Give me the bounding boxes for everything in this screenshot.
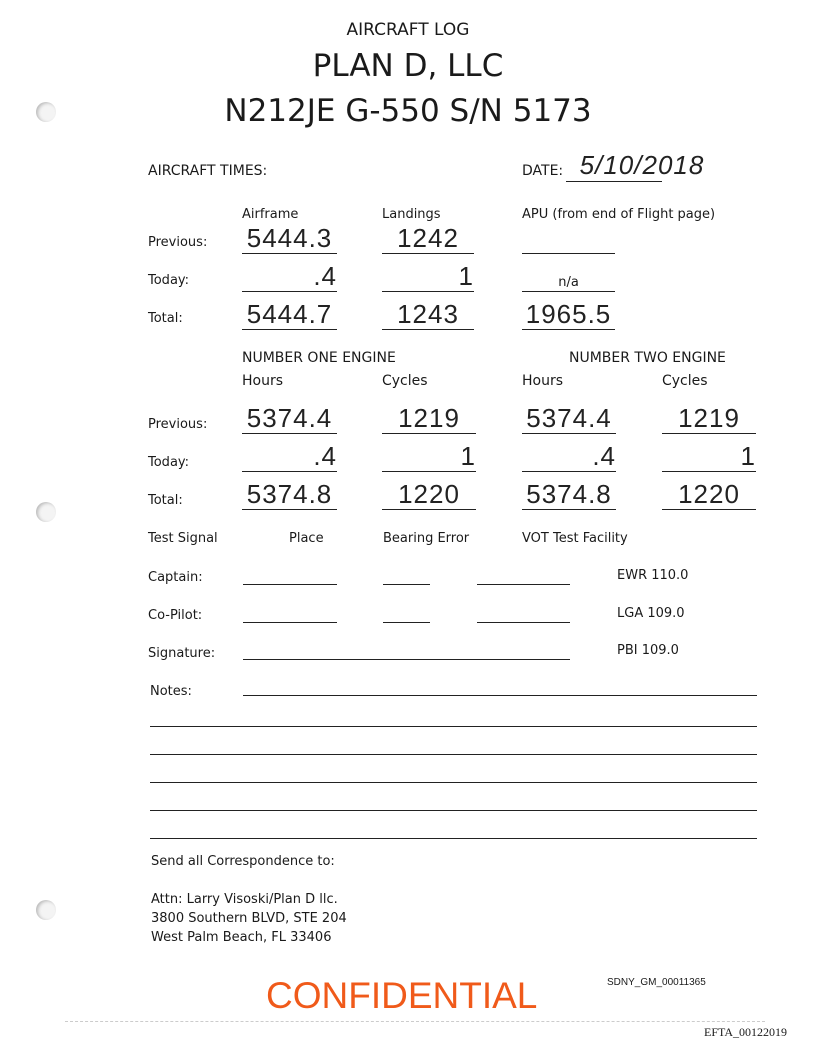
aircraft-times-label: AIRCRAFT TIMES: bbox=[148, 163, 268, 179]
engine-row-label: Previous: bbox=[148, 417, 208, 432]
airframe-value[interactable]: .4 bbox=[313, 261, 337, 291]
e2-cycles-value[interactable]: 1 bbox=[740, 441, 756, 471]
punch-hole bbox=[36, 102, 56, 122]
landings-value[interactable]: 1242 bbox=[397, 223, 459, 253]
facility-ewr: EWR 110.0 bbox=[617, 568, 689, 583]
address-line: West Palm Beach, FL 33406 bbox=[151, 930, 332, 945]
airframe-value[interactable]: 5444.7 bbox=[246, 299, 333, 329]
apu-value[interactable]: 1965.5 bbox=[525, 299, 612, 329]
aircraft-id: N212JE G-550 S/N 5173 bbox=[224, 93, 592, 129]
landings-field-line bbox=[382, 329, 474, 330]
e2_cycles-field-line bbox=[662, 433, 756, 434]
engine-one-heading: NUMBER ONE ENGINE bbox=[242, 350, 396, 366]
notes-line[interactable] bbox=[243, 695, 757, 696]
col-landings: Landings bbox=[382, 207, 441, 222]
e1-hours-value[interactable]: .4 bbox=[313, 441, 337, 471]
airframe-field-line bbox=[242, 329, 337, 330]
e2_hours-field-line bbox=[522, 509, 616, 510]
place-header: Place bbox=[289, 531, 324, 546]
doc-title: AIRCRAFT LOG bbox=[346, 20, 470, 40]
e2-cycles-label: Cycles bbox=[662, 373, 708, 389]
notes-line[interactable] bbox=[150, 838, 757, 839]
e2_cycles-field-line bbox=[662, 471, 756, 472]
e1_hours-field-line bbox=[242, 509, 337, 510]
apu-field-line bbox=[522, 329, 615, 330]
bates-efta: EFTA_00122019 bbox=[704, 1025, 788, 1039]
captain-place-field[interactable] bbox=[243, 584, 337, 585]
e1-hours-value[interactable]: 5374.8 bbox=[246, 479, 333, 509]
row-label: Total: bbox=[148, 311, 183, 326]
e1-hours-value[interactable]: 5374.4 bbox=[246, 403, 333, 433]
notes-line[interactable] bbox=[150, 810, 757, 811]
engine-row-label: Today: bbox=[148, 455, 190, 470]
notes-line[interactable] bbox=[150, 782, 757, 783]
date-value: 5/10/2018 bbox=[579, 150, 705, 180]
row-label: Today: bbox=[148, 273, 190, 288]
punch-hole bbox=[36, 900, 56, 920]
e1_hours-field-line bbox=[242, 471, 337, 472]
copilot-bearing-field[interactable] bbox=[383, 622, 430, 623]
apu-field-line bbox=[522, 253, 615, 254]
landings-value[interactable]: 1243 bbox=[397, 299, 459, 329]
signature-label: Signature: bbox=[148, 646, 216, 661]
e2-cycles-value[interactable]: 1220 bbox=[678, 479, 740, 509]
col-apu: APU (from end of Flight page) bbox=[522, 207, 716, 222]
company-name: PLAN D, LLC bbox=[312, 48, 504, 84]
e1_cycles-field-line bbox=[382, 509, 476, 510]
e2-cycles-value[interactable]: 1219 bbox=[678, 403, 740, 433]
e1_cycles-field-line bbox=[382, 471, 476, 472]
test-signal-header: Test Signal bbox=[148, 531, 218, 546]
e1-cycles-value[interactable]: 1 bbox=[460, 441, 476, 471]
e2-hours-label: Hours bbox=[522, 373, 564, 389]
correspondence-heading: Send all Correspondence to: bbox=[151, 854, 335, 869]
copilot-vot-field[interactable] bbox=[477, 622, 570, 623]
facility-lga: LGA 109.0 bbox=[617, 606, 685, 621]
col-airframe: Airframe bbox=[242, 207, 299, 222]
confidential-stamp: CONFIDENTIAL bbox=[266, 975, 538, 1016]
engine-two-heading: NUMBER TWO ENGINE bbox=[569, 350, 726, 366]
e2_hours-field-line bbox=[522, 433, 616, 434]
airframe-field-line bbox=[242, 253, 337, 254]
captain-vot-field[interactable] bbox=[477, 584, 570, 585]
landings-value[interactable]: 1 bbox=[458, 261, 474, 291]
bearing-error-header: Bearing Error bbox=[383, 531, 470, 546]
copilot-label: Co-Pilot: bbox=[148, 608, 203, 623]
e2-hours-value[interactable]: 5374.8 bbox=[526, 479, 612, 509]
apu-field-line bbox=[522, 291, 615, 292]
e2_cycles-field-line bbox=[662, 509, 756, 510]
bates-sdny: SDNY_GM_00011365 bbox=[607, 977, 706, 988]
row-label: Previous: bbox=[148, 235, 208, 250]
vot-facility-header: VOT Test Facility bbox=[522, 531, 628, 546]
punch-hole bbox=[36, 502, 56, 522]
landings-field-line bbox=[382, 253, 474, 254]
apu-value[interactable]: n/a bbox=[558, 275, 579, 290]
captain-bearing-field[interactable] bbox=[383, 584, 430, 585]
e2-hours-value[interactable]: .4 bbox=[592, 441, 616, 471]
copilot-place-field[interactable] bbox=[243, 622, 337, 623]
facility-pbi: PBI 109.0 bbox=[617, 643, 679, 658]
landings-field-line bbox=[382, 291, 474, 292]
e2-hours-value[interactable]: 5374.4 bbox=[526, 403, 612, 433]
address-line: Attn: Larry Visoski/Plan D llc. bbox=[151, 892, 338, 907]
date-label: DATE: bbox=[522, 163, 564, 179]
notes-label: Notes: bbox=[150, 684, 192, 699]
scan-edge bbox=[65, 1021, 765, 1022]
e1-cycles-value[interactable]: 1220 bbox=[398, 479, 460, 509]
engine-row-label: Total: bbox=[148, 493, 183, 508]
captain-label: Captain: bbox=[148, 570, 203, 585]
airframe-value[interactable]: 5444.3 bbox=[246, 223, 333, 253]
address-line: 3800 Southern BLVD, STE 204 bbox=[151, 911, 347, 926]
e1-hours-label: Hours bbox=[242, 373, 284, 389]
signature-field[interactable] bbox=[243, 659, 570, 660]
e2_hours-field-line bbox=[522, 471, 616, 472]
e1_hours-field-line bbox=[242, 433, 337, 434]
notes-line[interactable] bbox=[150, 726, 757, 727]
e1_cycles-field-line bbox=[382, 433, 476, 434]
e1-cycles-label: Cycles bbox=[382, 373, 428, 389]
airframe-field-line bbox=[242, 291, 337, 292]
e1-cycles-value[interactable]: 1219 bbox=[398, 403, 460, 433]
notes-line[interactable] bbox=[150, 754, 757, 755]
